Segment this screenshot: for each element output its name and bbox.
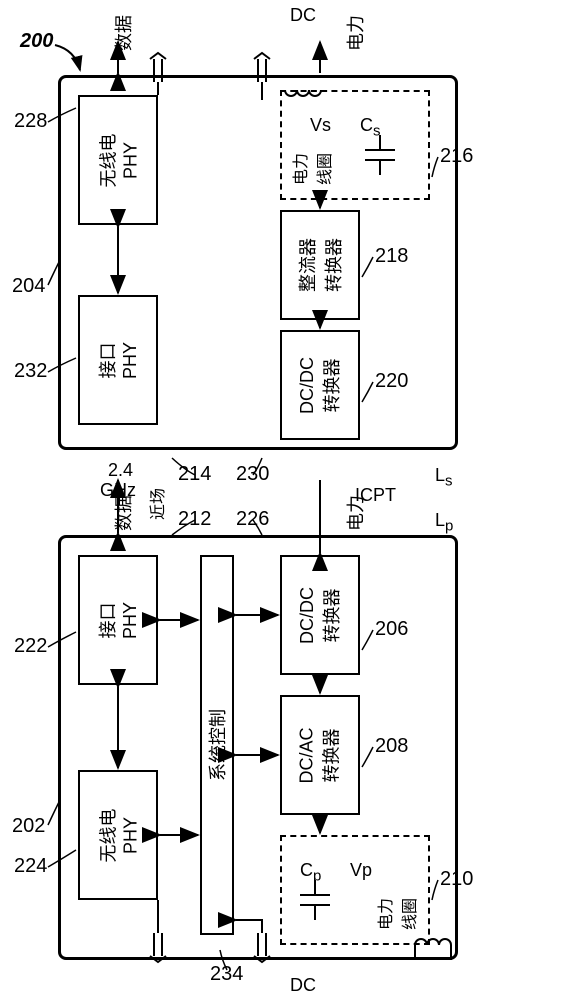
label-coil-p: 电力线圈 (372, 898, 420, 930)
label-ls: Ls (435, 465, 453, 490)
ref-202: 202 (12, 815, 45, 838)
block-222: 接口PHY (78, 555, 158, 685)
block-208: DC/AC转换器 (280, 695, 360, 815)
diagram-canvas: 200 接口PHY 无线电PHY 系统控制 DC/DC转换器 DC/AC转换器 … (0, 0, 576, 1000)
ref-218: 218 (375, 245, 408, 268)
block-218: 整流器转换器 (280, 210, 360, 320)
block-206: DC/DC转换器 (280, 555, 360, 675)
label-ghz-bot: 近场 (144, 488, 168, 520)
block-224: 无线电PHY (78, 770, 158, 900)
label-ghz-mid: GHz (100, 480, 136, 501)
ref-208: 208 (375, 735, 408, 758)
ref-234: 234 (210, 963, 243, 986)
label-cs: Cs (360, 115, 381, 140)
ref-204: 204 (12, 275, 45, 298)
block-220: DC/DC转换器 (280, 330, 360, 440)
ref-214: 214 (178, 463, 211, 486)
block-228: 无线电PHY (78, 95, 158, 225)
ref-224: 224 (14, 855, 47, 878)
label-coil-s: 电力线圈 (287, 153, 335, 185)
label-vp: Vp (350, 860, 372, 881)
ref-210: 210 (440, 868, 473, 891)
block-234: 系统控制 (200, 555, 234, 935)
label-vs: Vs (310, 115, 331, 136)
label-ghz-top: 2.4 (108, 460, 133, 481)
label-cp: Cp (300, 860, 321, 885)
ref-232: 232 (14, 360, 47, 383)
ref-226: 226 (236, 508, 269, 531)
ref-212: 212 (178, 508, 211, 531)
label-lp: Lp (435, 510, 453, 535)
label-dc-out-bot: 电力 (342, 15, 368, 51)
ref-216: 216 (440, 145, 473, 168)
label-dc-out-top: DC (290, 5, 316, 26)
label-dc-in-top: DC (290, 975, 316, 996)
ref-222: 222 (14, 635, 47, 658)
ref-230: 230 (236, 463, 269, 486)
ref-220: 220 (375, 370, 408, 393)
label-data-out: 数据 (110, 15, 136, 51)
figure-ref-200: 200 (20, 30, 53, 53)
label-icpt: ICPT (355, 485, 396, 506)
ref-228: 228 (14, 110, 47, 133)
ref-206: 206 (375, 618, 408, 641)
block-232: 接口PHY (78, 295, 158, 425)
